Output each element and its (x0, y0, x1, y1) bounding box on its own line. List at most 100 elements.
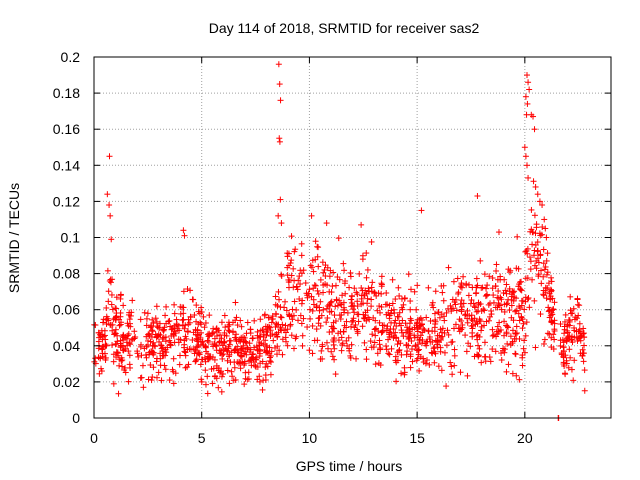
data-point (319, 341, 326, 348)
data-point (216, 338, 223, 345)
data-point (218, 373, 225, 380)
data-point (277, 313, 284, 320)
data-point (177, 303, 184, 310)
data-point (475, 342, 482, 349)
data-point (159, 348, 166, 355)
data-point (418, 207, 425, 214)
data-point (237, 352, 244, 359)
data-point (202, 358, 209, 365)
data-points (91, 61, 588, 421)
data-point (514, 233, 521, 240)
data-point (535, 259, 542, 266)
data-point (276, 135, 283, 142)
data-point (149, 328, 156, 335)
data-point (529, 241, 536, 248)
data-point (429, 339, 436, 346)
data-point (377, 346, 384, 353)
data-point (526, 304, 533, 311)
data-point (540, 260, 547, 267)
data-point (426, 361, 433, 368)
data-point (485, 317, 492, 324)
data-point (516, 335, 523, 342)
data-point (406, 328, 413, 335)
data-point (278, 314, 285, 321)
data-point (377, 362, 384, 369)
data-point (348, 318, 355, 325)
data-point (422, 340, 429, 347)
data-point (478, 284, 485, 291)
data-point (350, 315, 357, 322)
data-point (154, 333, 161, 340)
data-point (574, 296, 581, 303)
data-point (358, 221, 365, 228)
data-point (243, 339, 250, 346)
data-point (563, 335, 570, 342)
data-point (423, 314, 430, 321)
data-point (414, 316, 421, 323)
data-point (351, 303, 358, 310)
data-point (563, 357, 570, 364)
data-point (385, 309, 392, 316)
data-point (179, 317, 186, 324)
data-point (363, 250, 370, 257)
data-point (307, 262, 314, 269)
data-point (286, 313, 293, 320)
data-point (346, 284, 353, 291)
data-point (510, 317, 517, 324)
data-point (307, 315, 314, 322)
data-point (475, 353, 482, 360)
data-point (359, 323, 366, 330)
data-point (387, 310, 394, 317)
data-point (122, 364, 129, 371)
data-point (256, 373, 263, 380)
y-tick-label: 0.18 (53, 85, 80, 101)
data-point (345, 334, 352, 341)
data-point (431, 310, 438, 317)
data-point (118, 363, 125, 370)
data-point (561, 330, 568, 337)
data-point (112, 326, 119, 333)
data-point (484, 282, 491, 289)
data-point (549, 311, 556, 318)
data-point (170, 368, 177, 375)
data-point (472, 321, 479, 328)
data-point (215, 384, 222, 391)
data-point (269, 315, 276, 322)
data-point (519, 352, 526, 359)
data-point (570, 377, 577, 384)
x-axis-label: GPS time / hours (296, 458, 403, 474)
data-point (375, 290, 382, 297)
data-point (452, 321, 459, 328)
data-point (368, 296, 375, 303)
data-point (483, 292, 490, 299)
data-point (520, 320, 527, 327)
data-point (541, 216, 548, 223)
data-point (144, 310, 151, 317)
data-point (201, 324, 208, 331)
data-point (290, 312, 297, 319)
data-point (291, 277, 298, 284)
data-point (530, 178, 537, 185)
data-point (511, 294, 518, 301)
data-point (420, 325, 427, 332)
data-point (542, 225, 549, 232)
y-tick-label: 0 (72, 410, 80, 426)
data-point (321, 266, 328, 273)
data-point (278, 220, 285, 227)
data-point (510, 297, 517, 304)
data-point (432, 288, 439, 295)
data-point (438, 282, 445, 289)
data-point (209, 380, 216, 387)
data-point (395, 313, 402, 320)
data-point (512, 350, 519, 357)
data-point (290, 265, 297, 272)
data-point (290, 284, 297, 291)
data-point (231, 359, 238, 366)
data-point (395, 338, 402, 345)
data-point (391, 309, 398, 316)
data-point (378, 273, 385, 280)
data-point (194, 327, 201, 334)
data-point (540, 273, 547, 280)
data-point (356, 270, 363, 277)
data-point (437, 326, 444, 333)
